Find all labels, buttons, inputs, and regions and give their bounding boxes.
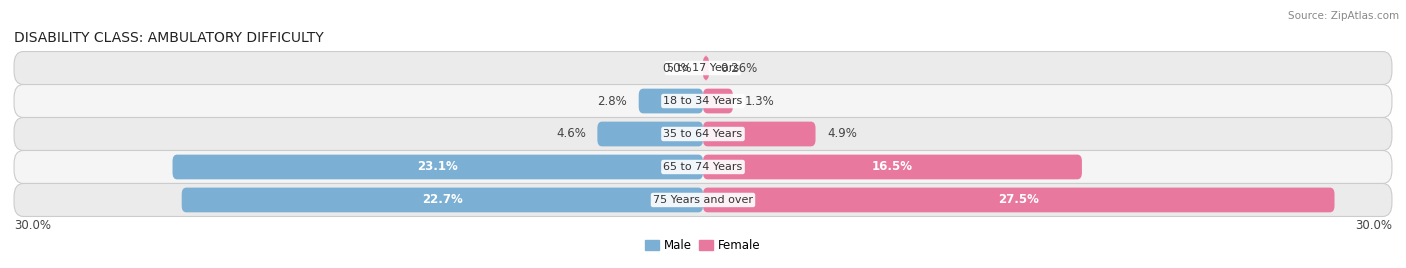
Text: 18 to 34 Years: 18 to 34 Years <box>664 96 742 106</box>
Text: 35 to 64 Years: 35 to 64 Years <box>664 129 742 139</box>
FancyBboxPatch shape <box>181 188 703 212</box>
Text: Source: ZipAtlas.com: Source: ZipAtlas.com <box>1288 11 1399 21</box>
FancyBboxPatch shape <box>14 84 1392 117</box>
Text: 4.6%: 4.6% <box>555 128 586 140</box>
Text: 30.0%: 30.0% <box>1355 219 1392 232</box>
FancyBboxPatch shape <box>638 89 703 113</box>
Text: 75 Years and over: 75 Years and over <box>652 195 754 205</box>
FancyBboxPatch shape <box>703 155 1083 179</box>
FancyBboxPatch shape <box>14 184 1392 217</box>
FancyBboxPatch shape <box>14 51 1392 84</box>
Text: 5 to 17 Years: 5 to 17 Years <box>666 63 740 73</box>
Text: 22.7%: 22.7% <box>422 193 463 206</box>
FancyBboxPatch shape <box>703 56 709 80</box>
Text: 1.3%: 1.3% <box>744 95 775 107</box>
Text: DISABILITY CLASS: AMBULATORY DIFFICULTY: DISABILITY CLASS: AMBULATORY DIFFICULTY <box>14 31 323 45</box>
Text: 4.9%: 4.9% <box>827 128 856 140</box>
FancyBboxPatch shape <box>703 89 733 113</box>
Text: 2.8%: 2.8% <box>598 95 627 107</box>
FancyBboxPatch shape <box>598 122 703 146</box>
Text: 27.5%: 27.5% <box>998 193 1039 206</box>
Text: 30.0%: 30.0% <box>14 219 51 232</box>
Text: 65 to 74 Years: 65 to 74 Years <box>664 162 742 172</box>
FancyBboxPatch shape <box>14 151 1392 184</box>
FancyBboxPatch shape <box>703 188 1334 212</box>
Text: 23.1%: 23.1% <box>418 161 458 173</box>
FancyBboxPatch shape <box>14 117 1392 151</box>
Text: 16.5%: 16.5% <box>872 161 912 173</box>
Text: 0.0%: 0.0% <box>662 62 692 75</box>
Legend: Male, Female: Male, Female <box>641 234 765 257</box>
FancyBboxPatch shape <box>703 122 815 146</box>
FancyBboxPatch shape <box>173 155 703 179</box>
Text: 0.26%: 0.26% <box>720 62 758 75</box>
